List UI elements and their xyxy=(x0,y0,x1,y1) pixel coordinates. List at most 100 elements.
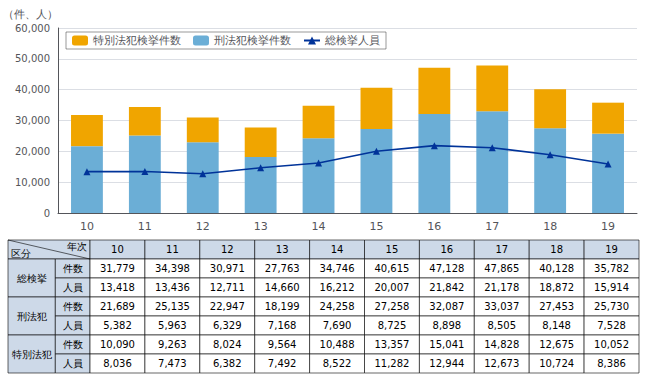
svg-text:14,828: 14,828 xyxy=(484,339,519,350)
svg-text:年次: 年次 xyxy=(67,241,87,252)
svg-text:21,842: 21,842 xyxy=(429,282,464,293)
svg-text:7,168: 7,168 xyxy=(268,320,297,331)
svg-text:18: 18 xyxy=(550,244,563,255)
svg-text:40,128: 40,128 xyxy=(539,263,574,274)
svg-text:11: 11 xyxy=(166,244,179,255)
svg-text:8,522: 8,522 xyxy=(323,358,352,369)
svg-text:8,036: 8,036 xyxy=(103,358,132,369)
svg-text:14: 14 xyxy=(312,220,326,233)
svg-text:8,505: 8,505 xyxy=(487,320,516,331)
svg-text:総検挙人員: 総検挙人員 xyxy=(324,34,380,47)
svg-text:12: 12 xyxy=(196,220,210,233)
svg-text:12,711: 12,711 xyxy=(210,282,245,293)
svg-text:特別法犯: 特別法犯 xyxy=(12,349,52,360)
svg-text:区分: 区分 xyxy=(11,248,31,259)
svg-text:8,386: 8,386 xyxy=(597,358,626,369)
svg-text:件数: 件数 xyxy=(63,263,83,274)
svg-text:15,041: 15,041 xyxy=(429,339,464,350)
svg-text:7,528: 7,528 xyxy=(597,320,626,331)
svg-text:16: 16 xyxy=(427,220,441,233)
svg-text:40,000: 40,000 xyxy=(15,84,50,95)
svg-text:20,007: 20,007 xyxy=(374,282,409,293)
svg-text:12,944: 12,944 xyxy=(429,358,464,369)
svg-text:9,564: 9,564 xyxy=(268,339,297,350)
svg-text:21,689: 21,689 xyxy=(100,301,135,312)
svg-text:27,258: 27,258 xyxy=(374,301,409,312)
svg-text:10: 10 xyxy=(80,220,94,233)
svg-text:7,492: 7,492 xyxy=(268,358,297,369)
svg-text:27,453: 27,453 xyxy=(539,301,574,312)
svg-text:0: 0 xyxy=(44,208,50,219)
svg-text:刑法犯: 刑法犯 xyxy=(17,311,47,322)
svg-text:5,382: 5,382 xyxy=(103,320,132,331)
svg-text:21,178: 21,178 xyxy=(484,282,519,293)
svg-text:14,660: 14,660 xyxy=(265,282,300,293)
svg-text:13,418: 13,418 xyxy=(100,282,135,293)
svg-text:8,898: 8,898 xyxy=(433,320,462,331)
svg-text:人員: 人員 xyxy=(63,282,83,293)
svg-text:40,615: 40,615 xyxy=(374,263,409,274)
svg-text:50,000: 50,000 xyxy=(15,53,50,64)
svg-text:19: 19 xyxy=(601,220,615,233)
svg-text:22,947: 22,947 xyxy=(210,301,245,312)
svg-text:8,725: 8,725 xyxy=(378,320,407,331)
svg-text:15: 15 xyxy=(386,244,399,255)
svg-text:12,675: 12,675 xyxy=(539,339,574,350)
svg-text:特別法犯検挙件数: 特別法犯検挙件数 xyxy=(93,34,181,47)
svg-text:7,690: 7,690 xyxy=(323,320,352,331)
svg-text:25,730: 25,730 xyxy=(594,301,629,312)
svg-text:17: 17 xyxy=(485,220,499,233)
svg-text:14: 14 xyxy=(331,244,344,255)
svg-text:6,382: 6,382 xyxy=(213,358,242,369)
svg-text:35,782: 35,782 xyxy=(594,263,629,274)
svg-text:刑法犯検挙件数: 刑法犯検挙件数 xyxy=(214,34,291,47)
svg-text:47,128: 47,128 xyxy=(429,263,464,274)
svg-text:11,282: 11,282 xyxy=(374,358,409,369)
svg-text:13: 13 xyxy=(276,244,289,255)
svg-text:15: 15 xyxy=(369,220,383,233)
svg-text:34,398: 34,398 xyxy=(155,263,190,274)
svg-text:13,436: 13,436 xyxy=(155,282,190,293)
svg-text:17: 17 xyxy=(495,244,508,255)
svg-text:15,914: 15,914 xyxy=(594,282,629,293)
svg-text:12: 12 xyxy=(221,244,234,255)
svg-text:8,024: 8,024 xyxy=(213,339,242,350)
svg-text:60,000: 60,000 xyxy=(15,23,50,34)
svg-text:32,087: 32,087 xyxy=(429,301,464,312)
svg-text:8,148: 8,148 xyxy=(542,320,571,331)
svg-text:10: 10 xyxy=(111,244,124,255)
svg-text:20,000: 20,000 xyxy=(15,146,50,157)
svg-text:11: 11 xyxy=(138,220,152,233)
svg-text:19: 19 xyxy=(605,244,618,255)
svg-text:10,090: 10,090 xyxy=(100,339,135,350)
svg-text:件数: 件数 xyxy=(63,301,83,312)
svg-text:件数: 件数 xyxy=(63,339,83,350)
svg-text:9,263: 9,263 xyxy=(158,339,187,350)
svg-text:24,258: 24,258 xyxy=(320,301,355,312)
svg-text:6,329: 6,329 xyxy=(213,320,242,331)
svg-text:10,488: 10,488 xyxy=(320,339,355,350)
svg-text:13: 13 xyxy=(254,220,268,233)
svg-text:47,865: 47,865 xyxy=(484,263,519,274)
svg-text:33,037: 33,037 xyxy=(484,301,519,312)
svg-text:31,779: 31,779 xyxy=(100,263,135,274)
svg-text:16: 16 xyxy=(440,244,453,255)
svg-text:25,135: 25,135 xyxy=(155,301,190,312)
svg-text:27,763: 27,763 xyxy=(265,263,300,274)
svg-text:30,971: 30,971 xyxy=(210,263,245,274)
svg-text:人員: 人員 xyxy=(63,358,83,369)
svg-text:16,212: 16,212 xyxy=(320,282,355,293)
svg-text:5,963: 5,963 xyxy=(158,320,187,331)
svg-text:総検挙: 総検挙 xyxy=(16,273,47,284)
svg-text:7,473: 7,473 xyxy=(158,358,187,369)
svg-text:12,673: 12,673 xyxy=(484,358,519,369)
svg-text:（件、人）: （件、人） xyxy=(3,8,58,21)
svg-text:10,000: 10,000 xyxy=(15,177,50,188)
svg-text:10,052: 10,052 xyxy=(594,339,629,350)
svg-text:10,724: 10,724 xyxy=(539,358,574,369)
svg-text:13,357: 13,357 xyxy=(374,339,409,350)
svg-text:18,199: 18,199 xyxy=(265,301,300,312)
svg-text:人員: 人員 xyxy=(63,320,83,331)
svg-text:18,872: 18,872 xyxy=(539,282,574,293)
svg-text:18: 18 xyxy=(543,220,557,233)
